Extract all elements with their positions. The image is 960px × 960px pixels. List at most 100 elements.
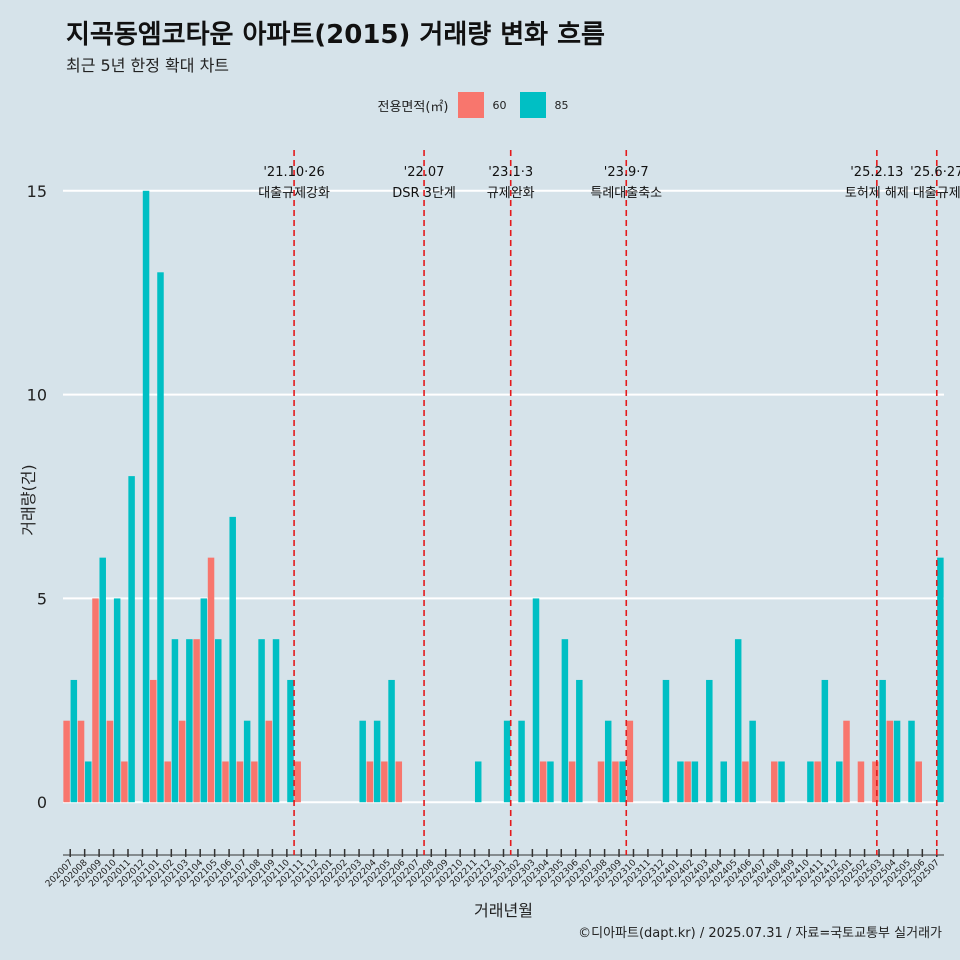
event-label: DSR 3단계 [392,186,456,201]
chart-title: 지곡동엠코타운 아파트(2015) 거래량 변화 흐름 [66,20,605,50]
bar-85-202406 [749,720,756,803]
bar-85-202312 [662,679,670,803]
bar-85-202504 [893,720,901,803]
bar-85-202411 [821,679,829,803]
bar-85-202103 [186,639,193,803]
bar-85-202009 [99,557,106,803]
bar-60-202108 [251,761,258,803]
bar-60-202506 [915,761,922,803]
event-label: 대출규제강화 [258,186,330,201]
bar-85-202007 [70,679,78,803]
bar-60-202308 [597,761,605,803]
bar-85-202012 [142,190,150,803]
bar-60-202504 [886,720,894,803]
bar-85-202110 [287,679,294,803]
bar-85-202401 [677,761,684,803]
bar-60-202408 [771,761,778,803]
bar-60-202406 [742,761,749,803]
bar-60-202306 [568,761,576,803]
event-label: 대출규제 [913,186,960,201]
bar-60-202501 [843,720,850,803]
y-axis-title: 거래량(건) [19,464,38,535]
bar-60-202105 [207,557,215,803]
bar-60-202007 [63,720,70,803]
legend-label-85: 85 [554,98,569,112]
bar-85-202010 [113,598,121,803]
bar-60-202309 [612,761,619,803]
bar-85-202507 [937,557,944,803]
bar-60-202009 [92,598,99,803]
event-date: '25.2.13 [850,165,903,180]
legend-swatch-85 [520,92,547,118]
bar-85-202204 [373,720,381,803]
legend-swatch-60 [458,92,485,118]
bar-85-202306 [576,679,583,803]
bar-60-202102 [164,761,171,803]
bar-60-202204 [366,761,374,803]
y-tick-label: 10 [27,386,47,405]
event-date: '25.6·27 [910,165,960,180]
bar-60-202109 [265,720,273,803]
event-date: '23.1·3 [488,165,533,180]
event-date: '22.07 [404,165,445,180]
bar-60-202111 [294,761,301,803]
event-date: '23.9·7 [604,165,649,180]
legend-label-60: 60 [492,98,507,112]
event-date: '21.10·26 [263,165,324,180]
event-label: 특례대출축소 [590,186,662,201]
bar-85-202211 [474,761,482,803]
bar-85-202301 [503,720,511,803]
bar-85-202505 [908,720,915,803]
bar-60-202106 [222,761,229,803]
caption: ©디아파트(dapt.kr) / 2025.07.31 / 자료=국토교통부 실… [578,926,942,941]
bar-85-202408 [778,761,785,803]
bar-85-202402 [691,761,699,803]
bar-85-202410 [807,761,814,803]
bar-60-202402 [684,761,691,803]
bar-85-202403 [706,679,713,803]
bar-60-202502 [857,761,865,803]
bar-85-202302 [518,720,525,803]
bar-85-202011 [128,476,135,803]
bar-85-202102 [171,639,179,803]
bar-85-202107 [243,720,251,803]
y-tick-label: 15 [27,182,47,201]
bar-85-202308 [604,720,612,803]
legend-title: 전용면적(㎡) [377,99,449,115]
bar-60-202503 [872,761,879,803]
y-tick-label: 5 [37,589,47,608]
bar-85-202008 [85,761,92,803]
bar-85-202503 [879,679,886,803]
bar-85-202109 [272,639,280,803]
bar-60-202011 [121,761,128,803]
bar-85-202205 [388,679,395,803]
bar-85-202412 [836,761,843,803]
bar-60-202205 [381,761,388,803]
legend: 전용면적(㎡) 60 85 [0,92,960,118]
bar-85-202405 [734,639,742,803]
chart-subtitle: 최근 5년 한정 확대 차트 [66,56,230,75]
bar-85-202105 [215,639,222,803]
bar-60-202103 [178,720,186,803]
bar-60-202310 [626,720,634,803]
bar-60-202010 [106,720,114,803]
bar-85-202104 [200,598,208,803]
bar-85-202304 [547,761,554,803]
bar-85-202305 [561,639,569,803]
bar-85-202106 [229,516,236,803]
bar-85-202404 [720,761,727,803]
bar-85-202303 [532,598,540,803]
bar-85-202108 [258,639,265,803]
event-label: 토허제 해제 [845,186,909,201]
bar-60-202304 [539,761,547,803]
bar-60-202008 [77,720,85,803]
bar-60-202107 [236,761,244,803]
bar-60-202206 [395,761,403,803]
x-axis-title: 거래년월 [474,901,533,920]
bar-85-202203 [359,720,366,803]
bar-60-202411 [814,761,821,803]
bar-85-202309 [619,761,626,803]
y-tick-label: 0 [37,793,47,812]
bar-60-202104 [193,639,200,803]
